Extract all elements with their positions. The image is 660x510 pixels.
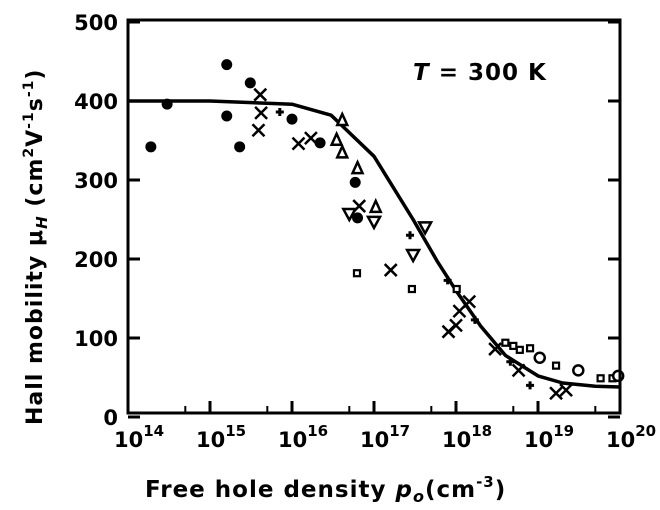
x-axis-label: Free hole density po(cm-3) bbox=[145, 473, 506, 506]
triangle-down-point bbox=[341, 207, 358, 223]
temperature-annotation: T = 300 K bbox=[413, 60, 547, 86]
filled-circle-point bbox=[244, 77, 256, 89]
filled-circle-point bbox=[349, 176, 361, 188]
filled-circle-point bbox=[221, 59, 233, 71]
triangle-up-point bbox=[329, 130, 344, 146]
y-tick-label: 300 bbox=[74, 169, 118, 193]
fit-curve bbox=[128, 99, 621, 389]
cross-point bbox=[304, 131, 318, 146]
open-circle-point bbox=[572, 364, 585, 377]
open-circle-point bbox=[611, 369, 625, 383]
open-square-point bbox=[352, 269, 362, 278]
small-plus-point bbox=[275, 108, 284, 117]
x-tick-label: 1019 bbox=[524, 422, 574, 452]
cross-point bbox=[488, 342, 503, 356]
filled-circle-point bbox=[161, 98, 173, 110]
cross-point bbox=[559, 383, 573, 398]
triangle-down-point bbox=[405, 248, 422, 264]
y-tick-label: 500 bbox=[74, 11, 118, 35]
y-tick-label: 200 bbox=[74, 248, 118, 272]
open-square-point bbox=[509, 341, 518, 350]
cross-point bbox=[251, 123, 266, 138]
small-plus-point bbox=[470, 315, 479, 324]
open-square-point bbox=[596, 374, 605, 383]
open-square-point bbox=[501, 338, 510, 347]
filled-circle-point bbox=[314, 137, 326, 149]
y-tick-label: 0 bbox=[103, 406, 118, 430]
filled-circle-point bbox=[145, 141, 157, 153]
x-tick-label: 1014 bbox=[114, 422, 164, 452]
small-plus-point bbox=[406, 231, 415, 240]
triangle-up-point bbox=[368, 197, 383, 214]
open-square-point bbox=[525, 344, 535, 353]
x-tick-label: 1016 bbox=[278, 422, 328, 452]
small-plus-point bbox=[506, 357, 515, 366]
y-axis-label: Hall mobility μH (cm2V-1s-1) bbox=[21, 69, 51, 425]
cross-point bbox=[383, 263, 398, 277]
cross-point bbox=[441, 324, 456, 339]
triangle-down-point bbox=[417, 221, 434, 237]
cross-point bbox=[253, 87, 268, 102]
data-points bbox=[145, 59, 625, 401]
axes: 1014 1015 1016 1017 1018 1019 1020 0 100 200 300 40… bbox=[74, 11, 656, 452]
x-tick-label: 1020 bbox=[606, 422, 656, 452]
cross-point bbox=[291, 136, 306, 151]
open-square-point bbox=[452, 284, 461, 294]
triangle-up-point bbox=[350, 159, 365, 175]
x-tick-label: 1015 bbox=[196, 422, 246, 452]
triangle-up-point bbox=[335, 110, 350, 127]
cross-point bbox=[462, 294, 477, 309]
triangle-up-point bbox=[335, 143, 350, 159]
open-circle-point bbox=[533, 351, 546, 364]
triangle-down-point bbox=[365, 215, 383, 231]
open-square-point bbox=[515, 345, 524, 354]
filled-circle-point bbox=[352, 212, 364, 224]
filled-circle-point bbox=[221, 110, 233, 122]
open-square-point bbox=[551, 361, 561, 370]
y-tick-label: 100 bbox=[74, 327, 118, 351]
open-square-point bbox=[407, 284, 417, 294]
x-tick-label: 1017 bbox=[360, 422, 410, 452]
cross-point bbox=[549, 386, 563, 401]
filled-circle-point bbox=[286, 113, 298, 125]
cross-point bbox=[254, 105, 268, 120]
x-tick-label: 1018 bbox=[442, 422, 492, 452]
cross-point bbox=[511, 363, 526, 378]
filled-circle-point bbox=[234, 141, 246, 153]
small-plus-point bbox=[526, 381, 535, 390]
small-plus-point bbox=[443, 276, 452, 285]
y-tick-label: 400 bbox=[74, 90, 118, 114]
fit-curve-group bbox=[128, 99, 621, 389]
